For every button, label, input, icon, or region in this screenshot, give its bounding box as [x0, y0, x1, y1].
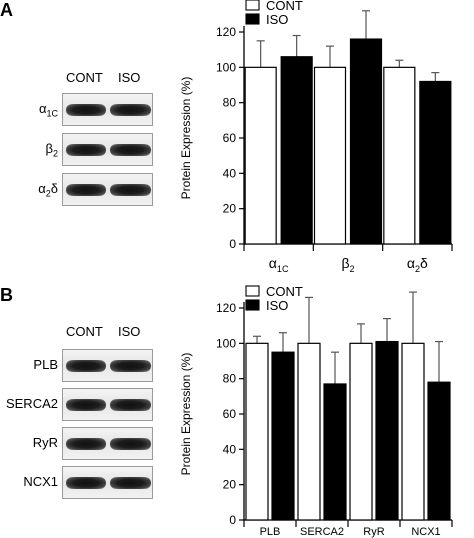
legend-swatch-cont — [245, 285, 260, 297]
x-tick-label: SERCA2 — [300, 526, 344, 538]
y-tick-label: 120 — [216, 301, 236, 315]
bar-iso — [323, 383, 347, 521]
blot-band-iso — [110, 477, 151, 489]
lane-label-iso: ISO — [118, 70, 141, 85]
bar-iso — [427, 381, 451, 521]
bar-cont — [349, 342, 373, 521]
blot-strip — [62, 93, 153, 126]
legend-label-iso: ISO — [266, 298, 288, 313]
blot-protein-label: SERCA2 — [5, 396, 58, 411]
blot-band-iso — [110, 184, 151, 196]
blot-band-cont — [66, 477, 106, 489]
bar-cont — [297, 342, 321, 521]
bar-cont — [313, 66, 347, 245]
blot-band-iso — [110, 360, 151, 372]
blot-band-iso — [110, 144, 151, 156]
blot-band-cont — [66, 360, 106, 372]
y-tick-label: 80 — [223, 372, 237, 386]
bar-iso — [349, 38, 383, 245]
y-tick-label: 20 — [223, 202, 237, 216]
y-tick-label: 60 — [223, 407, 237, 421]
bar-cont — [244, 66, 277, 245]
blot-protein-label: α1C — [38, 101, 58, 119]
blot-band-cont — [66, 184, 106, 196]
blot-protein-label: β2 — [45, 141, 59, 159]
x-tick-label: α2δ — [407, 255, 428, 274]
lane-label-iso: ISO — [118, 324, 141, 339]
y-tick-label: 40 — [223, 442, 237, 456]
bar-iso — [271, 351, 295, 521]
blot-band-iso — [110, 438, 151, 450]
lane-label-cont: CONT — [66, 70, 103, 85]
bar-iso — [280, 56, 313, 245]
blot-band-cont — [66, 399, 106, 411]
blot-protein-label: NCX1 — [23, 474, 58, 489]
y-tick-label: 0 — [229, 237, 236, 251]
blot-protein-label: α2δ — [38, 181, 58, 199]
legend-label-cont: CONT — [266, 284, 303, 299]
blot-strip — [62, 133, 153, 166]
x-tick-label: α1C — [269, 255, 289, 274]
blot-band-cont — [66, 144, 106, 156]
bar-cont — [245, 342, 269, 521]
legend-swatch-iso — [245, 299, 260, 311]
y-tick-label: 20 — [223, 478, 237, 492]
y-axis-label: Protein Expression (%) — [179, 353, 193, 476]
y-tick-label: 100 — [216, 336, 236, 350]
y-tick-label: 60 — [223, 131, 237, 145]
bar-cont — [383, 66, 416, 245]
y-axis-label: Protein Expression (%) — [179, 77, 193, 200]
x-tick-label: NCX1 — [411, 526, 440, 538]
y-tick-label: 40 — [223, 166, 237, 180]
bar-chart-a: 0 20 40 60 80 100 120 Protein Expression (%) α1C… — [179, 0, 453, 274]
x-tick-label: PLB — [260, 526, 281, 538]
blot-strip — [62, 388, 153, 421]
blot-band-cont — [66, 438, 106, 450]
blot-strip — [62, 466, 153, 499]
blot-protein-label: RyR — [32, 435, 58, 450]
blot-strip — [62, 427, 153, 460]
legend-swatch-iso — [245, 13, 260, 25]
lane-label-cont: CONT — [66, 324, 103, 339]
blot-band-iso — [110, 104, 151, 116]
x-tick-label: RyR — [363, 526, 384, 538]
bar-cont — [401, 342, 425, 521]
blot-band-iso — [110, 399, 151, 411]
bar-chart-b: 0 20 40 60 80 100 120 Protein Expression (%) PLB… — [179, 284, 453, 538]
blot-band-cont — [66, 104, 106, 116]
y-tick-label: 80 — [223, 96, 237, 110]
y-tick-label: 0 — [229, 513, 236, 527]
y-tick-label: 120 — [216, 25, 236, 39]
bar-iso — [375, 340, 399, 521]
legend-label-iso: ISO — [266, 12, 288, 27]
bar-iso — [419, 80, 452, 245]
legend-swatch-cont — [245, 0, 260, 11]
blot-strip — [62, 173, 153, 206]
panel-letter-b: B — [0, 285, 13, 305]
panel-letter-a: A — [0, 0, 13, 20]
legend-label-cont: CONT — [266, 0, 303, 13]
x-tick-label: β2 — [341, 255, 354, 274]
blot-protein-label: PLB — [33, 357, 58, 372]
blot-strip — [62, 349, 153, 382]
y-tick-label: 100 — [216, 60, 236, 74]
